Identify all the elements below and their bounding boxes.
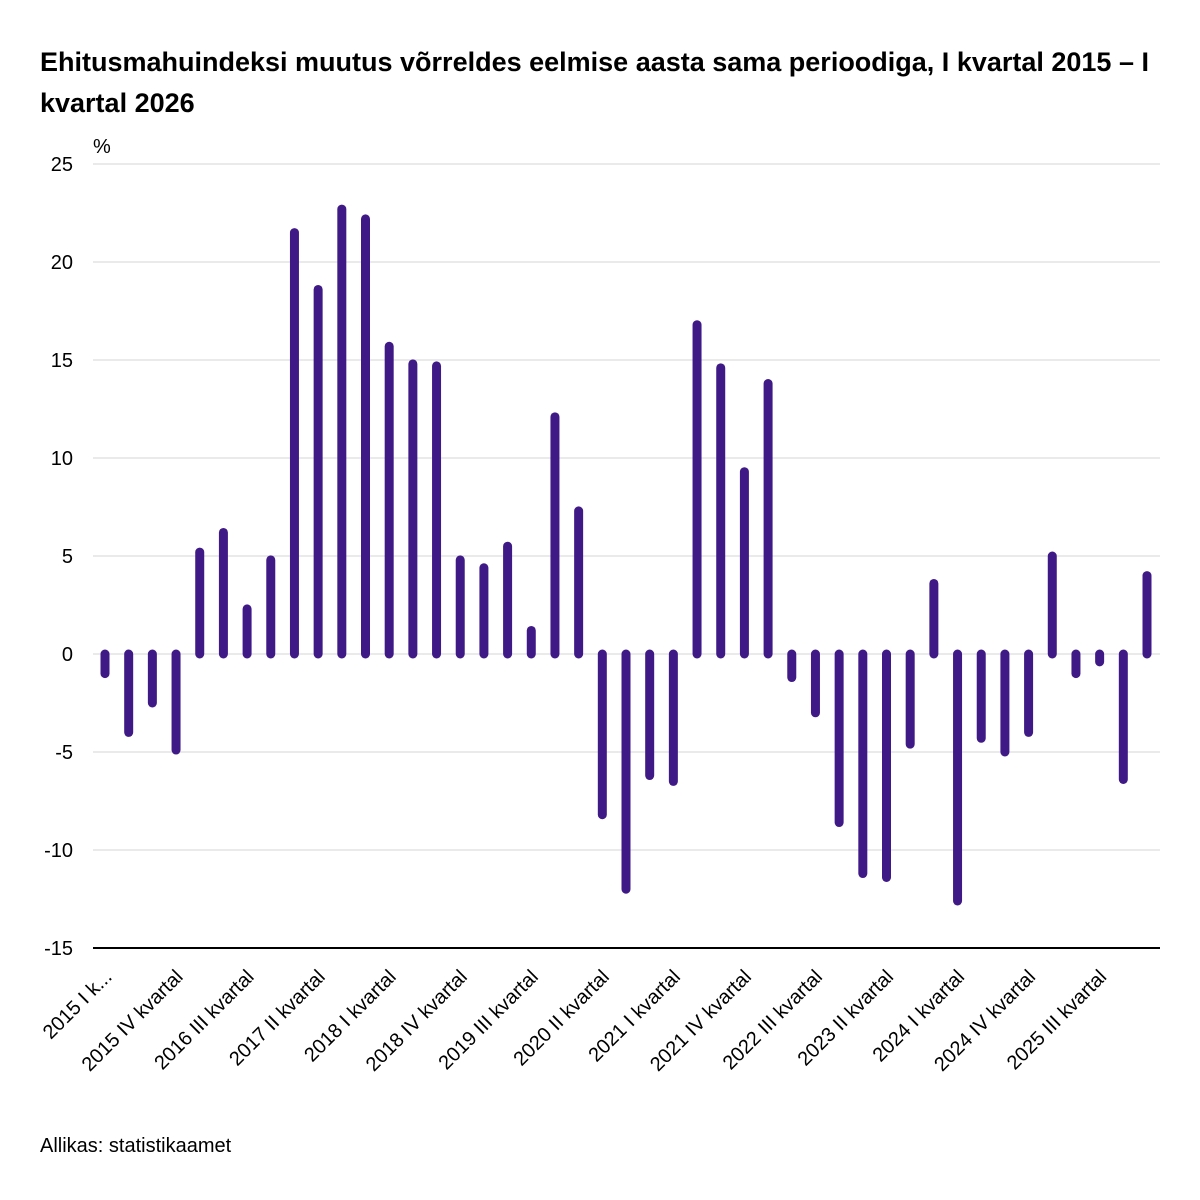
bar-chart: 25 20 15 10 5 0 -5 -10 -15 % 2015 I k...2015 IV … — [39, 136, 1160, 1076]
chart-title: Ehitusmahuindeksi muutus võrreldes eelmi… — [40, 47, 1149, 118]
y-tick-label: 0 — [62, 644, 73, 666]
y-axis-ticks: 25 20 15 10 5 0 -5 -10 -15 — [44, 154, 73, 960]
y-tick-label: 25 — [51, 154, 73, 176]
y-tick-label: 15 — [51, 350, 73, 372]
y-axis-unit-label: % — [93, 136, 111, 158]
y-tick-label: -5 — [55, 742, 73, 764]
y-tick-label: 20 — [51, 252, 73, 274]
y-tick-label: -15 — [44, 938, 73, 960]
y-tick-label: -10 — [44, 840, 73, 862]
y-tick-label: 10 — [51, 448, 73, 470]
y-tick-label: 5 — [62, 546, 73, 568]
source-note: Allikas: statistikaamet — [40, 1135, 232, 1157]
bars — [100, 204, 1152, 906]
